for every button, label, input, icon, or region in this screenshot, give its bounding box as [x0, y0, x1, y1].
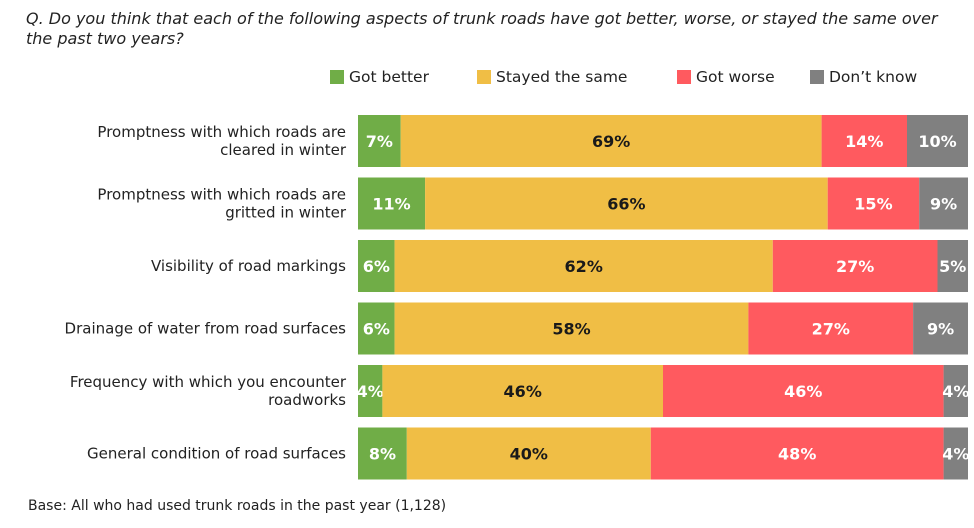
category-label: Drainage of water from road surfaces	[65, 320, 347, 338]
bar-stayed-the-same	[382, 365, 663, 417]
data-label-stayed-the-same: 58%	[552, 320, 590, 339]
data-label-don-t-know: 10%	[918, 132, 956, 151]
legend-label-dont-know: Don’t know	[829, 68, 918, 86]
bar-don-t-know	[913, 302, 968, 355]
legend-item-stayed-the-same: Stayed the same	[477, 66, 627, 88]
bar-got-better	[358, 115, 401, 167]
data-label-got-worse: 14%	[845, 132, 883, 151]
bar-got-worse	[827, 177, 920, 230]
category-label: Promptness with which roads are cleared i…	[97, 123, 346, 159]
legend-swatch-stayed-the-same	[477, 70, 491, 84]
bar-stayed-the-same	[400, 115, 822, 167]
legend-item-dont-know: Don’t know	[810, 66, 917, 88]
legend-label-got-better: Got better	[349, 68, 429, 86]
bar-stayed-the-same	[406, 427, 651, 480]
legend-item-got-better: Got better	[330, 66, 429, 88]
category-label: General condition of road surfaces	[87, 445, 346, 463]
bar-don-t-know	[937, 240, 968, 292]
bar-got-better	[358, 177, 426, 230]
data-label-got-better: 6%	[363, 257, 390, 276]
data-label-don-t-know: 4%	[942, 445, 969, 464]
data-label-stayed-the-same: 46%	[504, 382, 542, 401]
bar-got-worse	[650, 427, 944, 480]
data-label-got-worse: 46%	[784, 382, 822, 401]
data-label-got-worse: 48%	[778, 445, 816, 464]
data-label-got-better: 4%	[357, 382, 384, 401]
data-label-got-better: 8%	[369, 445, 396, 464]
data-label-stayed-the-same: 69%	[592, 132, 630, 151]
bar-don-t-know	[919, 177, 968, 230]
data-label-stayed-the-same: 66%	[607, 195, 645, 214]
data-label-got-worse: 15%	[854, 195, 892, 214]
legend-swatch-dont-know	[810, 70, 824, 84]
data-label-don-t-know: 5%	[939, 257, 966, 276]
bar-stayed-the-same	[425, 177, 828, 230]
data-label-don-t-know: 9%	[930, 195, 957, 214]
data-label-got-worse: 27%	[836, 257, 874, 276]
data-label-don-t-know: 9%	[927, 320, 954, 339]
legend-swatch-got-worse	[677, 70, 691, 84]
category-label: Promptness with which roads are gritted i…	[97, 186, 346, 222]
data-label-got-better: 7%	[366, 132, 393, 151]
bar-got-better	[358, 427, 407, 480]
bar-got-worse	[772, 240, 938, 292]
bar-got-better	[358, 240, 395, 292]
base-footnote: Base: All who had used trunk roads in th…	[28, 498, 447, 514]
legend-label-stayed-the-same: Stayed the same	[496, 68, 628, 86]
bar-stayed-the-same	[394, 302, 749, 355]
category-label: Visibility of road markings	[151, 257, 346, 275]
legend-swatch-got-better	[330, 70, 344, 84]
data-label-don-t-know: 4%	[942, 382, 969, 401]
bar-stayed-the-same	[394, 240, 773, 292]
bar-got-better	[358, 302, 395, 355]
data-label-got-worse: 27%	[812, 320, 850, 339]
category-label: Frequency with which you encounter roadwo…	[70, 373, 347, 409]
bar-got-worse	[663, 365, 944, 417]
question-title: Q. Do you think that each of the followi…	[26, 9, 938, 48]
bar-don-t-know	[943, 365, 968, 417]
bar-don-t-know	[943, 427, 968, 480]
data-label-got-better: 11%	[372, 195, 410, 214]
data-label-got-better: 6%	[363, 320, 390, 339]
bar-got-worse	[821, 115, 907, 167]
data-label-stayed-the-same: 62%	[565, 257, 603, 276]
legend-label-got-worse: Got worse	[696, 68, 775, 86]
bar-don-t-know	[907, 115, 968, 167]
bar-got-better	[358, 365, 383, 417]
bar-got-worse	[748, 302, 914, 355]
legend-item-got-worse: Got worse	[677, 66, 775, 88]
chart-legend: Got better Stayed the same Got worse Don…	[0, 66, 974, 88]
data-label-stayed-the-same: 40%	[510, 445, 548, 464]
